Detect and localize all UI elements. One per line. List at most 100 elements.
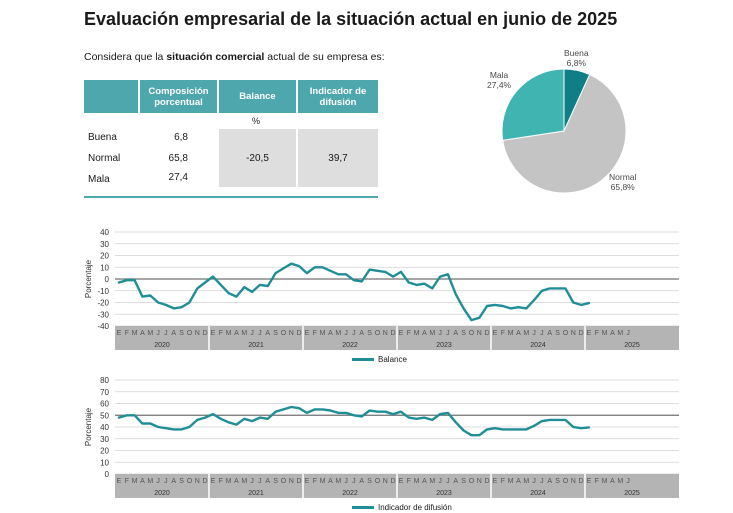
data-point [478,434,480,436]
data-point [588,302,590,304]
month-label: D [297,330,302,337]
data-point [220,418,222,420]
pie-label-mala: Mala 27,4% [487,70,511,90]
data-point [533,425,535,427]
month-label: F [313,330,317,337]
month-label: E [587,330,592,337]
month-label: E [117,330,122,337]
data-point [369,269,371,271]
pie-chart [501,68,627,194]
month-label: D [485,478,490,485]
data-point [416,418,418,420]
month-label: F [407,478,411,485]
month-label: O [563,330,569,337]
month-label: J [164,478,168,485]
month-label: D [203,478,208,485]
data-point [118,281,120,284]
data-point [408,281,410,284]
data-point [220,284,222,286]
legend-swatch-diffusion [352,506,374,509]
year-label: 2021 [248,490,264,497]
data-point [212,276,214,278]
month-label: J [156,478,160,485]
month-label: A [171,478,176,485]
month-label: A [140,478,145,485]
legend-label-diffusion: Indicador de difusión [378,503,452,512]
month-label: A [516,478,521,485]
data-point [251,291,253,293]
month-label: J [352,330,356,337]
month-label: M [335,478,341,485]
month-label: M [320,478,326,485]
month-label: M [602,478,608,485]
month-label: M [147,478,153,485]
month-label: N [383,330,388,337]
data-point [298,407,300,409]
month-label: J [438,330,442,337]
data-point [423,283,425,285]
month-label: J [446,330,450,337]
data-point [267,285,269,287]
data-point [157,301,159,304]
y-tick-label: -10 [97,287,109,296]
month-label: F [219,478,223,485]
month-label: M [523,330,529,337]
month-label: M [617,478,623,485]
month-label: S [461,330,466,337]
data-point [392,413,394,415]
y-tick-label: 0 [105,470,110,479]
month-label: J [344,330,348,337]
data-point [306,412,308,414]
data-point [400,271,402,273]
data-point [557,287,559,289]
y-tick-label: 30 [100,240,109,249]
month-label: A [359,330,364,337]
month-label: N [195,478,200,485]
pie-label-normal: Normal 65,8% [609,172,636,192]
data-point [134,279,136,281]
data-point [572,301,574,304]
year-label: 2023 [436,342,452,349]
month-label: M [320,330,326,337]
data-point [525,428,527,430]
data-point [478,317,480,319]
data-point [486,305,488,307]
y-tick-label: -40 [97,322,109,331]
data-point [141,296,143,298]
month-label: D [297,478,302,485]
month-label: E [493,478,498,485]
data-point [157,426,159,428]
data-point [549,419,551,421]
diffusion-value: 39,7 [298,129,378,187]
data-point [580,427,582,429]
data-point [235,424,237,426]
month-label: A [265,330,270,337]
data-point [298,265,300,267]
data-point [384,411,386,413]
data-point [525,307,527,309]
caption-bold: situación comercial [166,51,265,63]
month-label: M [602,330,608,337]
month-label: J [446,478,450,485]
data-point [134,414,136,416]
month-label: A [171,330,176,337]
series-line-diffusion [117,405,591,437]
data-point [463,307,465,309]
month-label: D [203,330,208,337]
data-point [564,287,567,289]
legend-diffusion: Indicador de difusión [352,503,452,512]
month-label: O [563,478,569,485]
y-tick-label: 20 [100,252,109,261]
data-point [345,273,347,275]
month-label: F [595,330,599,337]
balance-value: -20,5 [219,129,296,187]
month-label: M [226,478,232,485]
month-label: M [508,330,514,337]
month-label: M [132,330,138,337]
month-label: A [328,330,333,337]
data-point [314,266,316,268]
year-label: 2022 [342,490,358,497]
series-line-balance [117,262,591,322]
month-label: D [391,478,396,485]
data-point [510,307,512,309]
